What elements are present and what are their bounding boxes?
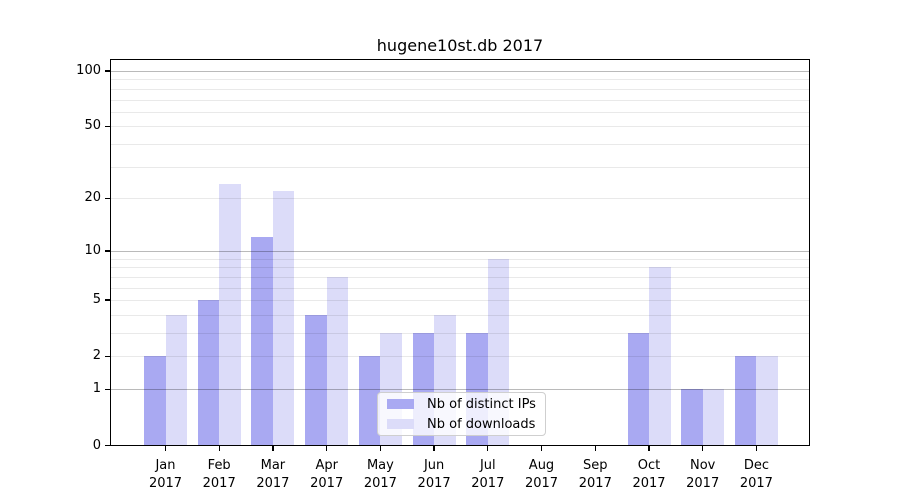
minor-gridline-2 bbox=[110, 356, 810, 358]
bar-ips-dec bbox=[734, 356, 757, 446]
x-tick-mar bbox=[272, 445, 274, 451]
y-tick-50 bbox=[105, 125, 110, 128]
minor-gridline-7 bbox=[110, 276, 810, 278]
y-tick-1 bbox=[105, 388, 110, 390]
minor-gridline-20 bbox=[110, 198, 810, 200]
minor-gridline-70 bbox=[110, 99, 810, 101]
x-tick-label-jun: Jun 2017 bbox=[417, 457, 451, 491]
bar-downloads-dec bbox=[756, 356, 778, 446]
minor-gridline-40 bbox=[110, 144, 810, 146]
bar-ips-apr bbox=[305, 314, 327, 446]
y-tick-10 bbox=[105, 250, 110, 252]
bar-ips-may bbox=[358, 356, 381, 446]
x-tick-label-aug: Aug 2017 bbox=[524, 457, 559, 491]
bar-ips-jan bbox=[144, 356, 166, 446]
minor-gridline-3 bbox=[110, 333, 810, 334]
minor-gridline-5 bbox=[110, 300, 810, 302]
y-tick-100 bbox=[105, 70, 110, 72]
minor-gridline-30 bbox=[110, 166, 810, 168]
y-tick-label-0: 0 bbox=[92, 437, 101, 453]
legend-swatch-downloads bbox=[387, 419, 414, 429]
bar-downloads-mar bbox=[272, 191, 295, 446]
y-tick-5 bbox=[105, 299, 110, 301]
grid-layer bbox=[110, 59, 810, 446]
y-tick-label-1: 1 bbox=[92, 381, 101, 397]
minor-gridline-90 bbox=[110, 79, 810, 81]
x-tick-label-dec: Dec 2017 bbox=[739, 457, 773, 491]
x-tick-oct bbox=[648, 445, 650, 451]
x-tick-sep bbox=[594, 445, 596, 451]
bar-ips-mar bbox=[251, 237, 273, 446]
x-tick-jan bbox=[164, 445, 167, 451]
x-tick-label-jan: Jan 2017 bbox=[148, 457, 183, 491]
legend-label-distinct-ips: Nb of distinct IPs bbox=[427, 396, 536, 412]
bar-downloads-nov bbox=[702, 389, 725, 446]
minor-gridline-6 bbox=[110, 287, 810, 289]
bar-downloads-feb bbox=[219, 184, 241, 446]
y-tick-20 bbox=[105, 197, 110, 200]
minor-gridline-9 bbox=[110, 258, 810, 260]
legend-entry-distinct-ips: Nb of distinct IPs bbox=[386, 394, 537, 414]
y-tick-label-2: 2 bbox=[92, 348, 101, 364]
bar-downloads-apr bbox=[326, 276, 349, 446]
x-tick-apr bbox=[326, 445, 328, 451]
bar-downloads-oct bbox=[649, 267, 671, 446]
x-tick-label-may: May 2017 bbox=[363, 457, 397, 491]
legend-label-downloads: Nb of downloads bbox=[427, 416, 536, 432]
x-tick-label-feb: Feb 2017 bbox=[202, 457, 236, 491]
x-tick-may bbox=[379, 445, 382, 451]
bar-ips-feb bbox=[197, 300, 220, 446]
x-tick-label-mar: Mar 2017 bbox=[256, 457, 290, 491]
x-tick-label-nov: Nov 2017 bbox=[686, 457, 720, 491]
y-tick-2 bbox=[105, 355, 110, 357]
bar-ips-oct bbox=[627, 333, 649, 446]
x-tick-aug bbox=[540, 445, 543, 451]
major-gridline-10 bbox=[110, 250, 810, 252]
chart-title: hugene10st.db 2017 bbox=[376, 36, 544, 55]
plot-area bbox=[110, 59, 810, 446]
x-tick-feb bbox=[218, 445, 220, 451]
bar-downloads-jan bbox=[165, 314, 187, 446]
legend-swatch-distinct-ips bbox=[387, 399, 414, 409]
x-tick-label-oct: Oct 2017 bbox=[632, 457, 666, 491]
x-tick-label-jul: Jul 2017 bbox=[471, 457, 505, 491]
minor-gridline-50 bbox=[110, 126, 810, 128]
legend-entry-downloads: Nb of downloads bbox=[386, 414, 537, 434]
y-tick-label-10: 10 bbox=[84, 242, 101, 258]
x-tick-jun bbox=[433, 445, 435, 451]
y-tick-0 bbox=[105, 444, 110, 447]
y-tick-label-100: 100 bbox=[76, 62, 101, 78]
y-tick-label-5: 5 bbox=[92, 292, 101, 308]
y-tick-label-50: 50 bbox=[84, 118, 101, 134]
minor-gridline-80 bbox=[110, 88, 810, 90]
major-gridline-100 bbox=[110, 70, 810, 72]
x-tick-jul bbox=[487, 445, 489, 451]
x-tick-label-apr: Apr 2017 bbox=[310, 457, 344, 491]
major-gridline-1 bbox=[110, 389, 810, 391]
minor-gridline-8 bbox=[110, 267, 810, 269]
x-tick-nov bbox=[702, 445, 704, 451]
minor-gridline-4 bbox=[110, 314, 810, 316]
minor-gridline-60 bbox=[110, 111, 810, 113]
x-tick-label-sep: Sep 2017 bbox=[578, 457, 612, 491]
legend: Nb of distinct IPs Nb of downloads bbox=[377, 392, 546, 436]
y-tick-label-20: 20 bbox=[84, 190, 101, 206]
x-tick-dec bbox=[755, 445, 758, 451]
bar-ips-nov bbox=[681, 389, 703, 446]
